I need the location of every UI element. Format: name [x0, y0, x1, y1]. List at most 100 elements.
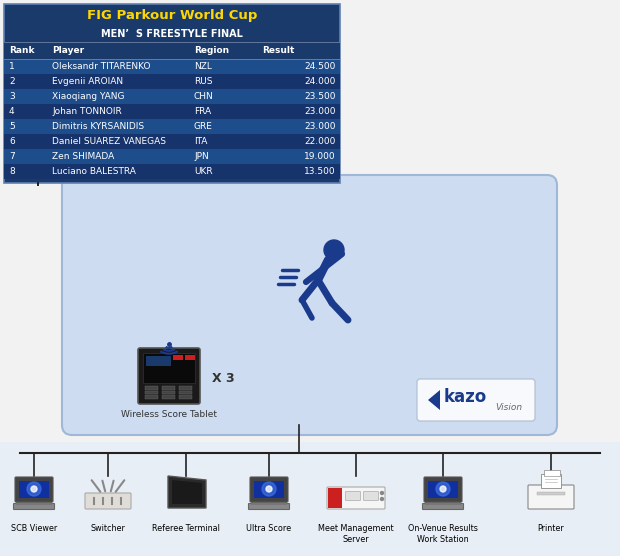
Text: Region: Region	[194, 46, 229, 55]
Text: Daniel SUAREZ VANEGAS: Daniel SUAREZ VANEGAS	[52, 137, 166, 146]
Text: 4: 4	[9, 107, 15, 116]
Circle shape	[266, 486, 272, 492]
FancyBboxPatch shape	[537, 492, 565, 495]
FancyBboxPatch shape	[179, 390, 192, 394]
FancyBboxPatch shape	[4, 74, 340, 89]
FancyBboxPatch shape	[145, 390, 158, 394]
Text: 1: 1	[9, 62, 15, 71]
FancyBboxPatch shape	[143, 353, 195, 383]
FancyBboxPatch shape	[185, 355, 195, 360]
FancyBboxPatch shape	[4, 104, 340, 119]
Text: MEN’  S FREESTYLE FINAL: MEN’ S FREESTYLE FINAL	[101, 29, 243, 39]
Text: 22.000: 22.000	[304, 137, 336, 146]
Text: X 3: X 3	[212, 371, 234, 385]
Text: Switcher: Switcher	[91, 524, 125, 533]
FancyBboxPatch shape	[0, 442, 620, 556]
Circle shape	[381, 492, 384, 494]
Text: JPN: JPN	[194, 152, 209, 161]
Text: kazo: kazo	[444, 388, 487, 406]
Circle shape	[31, 486, 37, 492]
Text: 23.000: 23.000	[304, 107, 336, 116]
FancyBboxPatch shape	[417, 379, 535, 421]
Text: Meet Management
Server: Meet Management Server	[318, 524, 394, 544]
Text: 13.500: 13.500	[304, 167, 336, 176]
Polygon shape	[172, 480, 202, 504]
Circle shape	[440, 486, 446, 492]
Text: 6: 6	[9, 137, 15, 146]
FancyBboxPatch shape	[162, 390, 175, 394]
Text: Referee Terminal: Referee Terminal	[152, 524, 220, 533]
FancyBboxPatch shape	[15, 477, 53, 502]
Circle shape	[27, 482, 41, 496]
FancyBboxPatch shape	[146, 356, 171, 366]
FancyBboxPatch shape	[328, 488, 342, 508]
FancyBboxPatch shape	[4, 119, 340, 134]
FancyBboxPatch shape	[162, 386, 175, 390]
FancyBboxPatch shape	[251, 500, 287, 505]
FancyBboxPatch shape	[422, 504, 464, 509]
FancyBboxPatch shape	[4, 42, 340, 59]
FancyBboxPatch shape	[4, 134, 340, 149]
Text: Wireless Score Tablet: Wireless Score Tablet	[121, 410, 217, 419]
FancyBboxPatch shape	[173, 355, 183, 360]
Text: CHN: CHN	[194, 92, 214, 101]
FancyBboxPatch shape	[145, 395, 158, 399]
FancyBboxPatch shape	[4, 4, 340, 183]
Text: Xiaoqiang YANG: Xiaoqiang YANG	[52, 92, 125, 101]
Text: Evgenii AROIAN: Evgenii AROIAN	[52, 77, 123, 86]
FancyBboxPatch shape	[19, 481, 49, 498]
FancyBboxPatch shape	[544, 470, 560, 476]
Text: Printer: Printer	[538, 524, 564, 533]
FancyBboxPatch shape	[162, 395, 175, 399]
FancyBboxPatch shape	[179, 386, 192, 390]
FancyBboxPatch shape	[16, 500, 52, 505]
FancyBboxPatch shape	[363, 492, 378, 500]
FancyBboxPatch shape	[85, 493, 131, 509]
Polygon shape	[168, 476, 206, 508]
Text: FIG Parkour World Cup: FIG Parkour World Cup	[87, 8, 257, 22]
FancyBboxPatch shape	[138, 348, 200, 404]
FancyBboxPatch shape	[4, 59, 340, 74]
Text: SCB Viewer: SCB Viewer	[11, 524, 57, 533]
Text: On-Venue Results
Work Station: On-Venue Results Work Station	[408, 524, 478, 544]
Text: 5: 5	[9, 122, 15, 131]
FancyBboxPatch shape	[179, 395, 192, 399]
FancyBboxPatch shape	[14, 504, 55, 509]
FancyBboxPatch shape	[4, 89, 340, 104]
Text: Ultra Score: Ultra Score	[246, 524, 291, 533]
Text: 24.000: 24.000	[304, 77, 336, 86]
Text: 3: 3	[9, 92, 15, 101]
FancyBboxPatch shape	[62, 175, 557, 435]
Text: 24.500: 24.500	[304, 62, 336, 71]
Text: 8: 8	[9, 167, 15, 176]
Text: Dimitris KYRSANIDIS: Dimitris KYRSANIDIS	[52, 122, 144, 131]
FancyBboxPatch shape	[424, 477, 462, 502]
Text: 23.500: 23.500	[304, 92, 336, 101]
FancyBboxPatch shape	[528, 485, 574, 509]
Text: NZL: NZL	[194, 62, 212, 71]
FancyBboxPatch shape	[4, 149, 340, 164]
Text: UKR: UKR	[194, 167, 213, 176]
Text: Luciano BALESTRA: Luciano BALESTRA	[52, 167, 136, 176]
Text: Oleksandr TITARENKO: Oleksandr TITARENKO	[52, 62, 151, 71]
Text: Result: Result	[262, 46, 294, 55]
Circle shape	[381, 498, 384, 500]
Circle shape	[262, 482, 276, 496]
Text: 7: 7	[9, 152, 15, 161]
Text: Vision: Vision	[495, 404, 522, 413]
Text: GRE: GRE	[194, 122, 213, 131]
Text: ITA: ITA	[194, 137, 207, 146]
Text: FRA: FRA	[194, 107, 211, 116]
Circle shape	[436, 482, 450, 496]
FancyBboxPatch shape	[249, 504, 290, 509]
Text: Johan TONNOIR: Johan TONNOIR	[52, 107, 122, 116]
Circle shape	[324, 240, 344, 260]
Text: Zen SHIMADA: Zen SHIMADA	[52, 152, 114, 161]
Polygon shape	[428, 390, 440, 410]
FancyBboxPatch shape	[541, 474, 561, 488]
FancyBboxPatch shape	[327, 487, 385, 509]
FancyBboxPatch shape	[4, 164, 340, 179]
Text: 19.000: 19.000	[304, 152, 336, 161]
Text: 2: 2	[9, 77, 15, 86]
FancyBboxPatch shape	[145, 386, 158, 390]
